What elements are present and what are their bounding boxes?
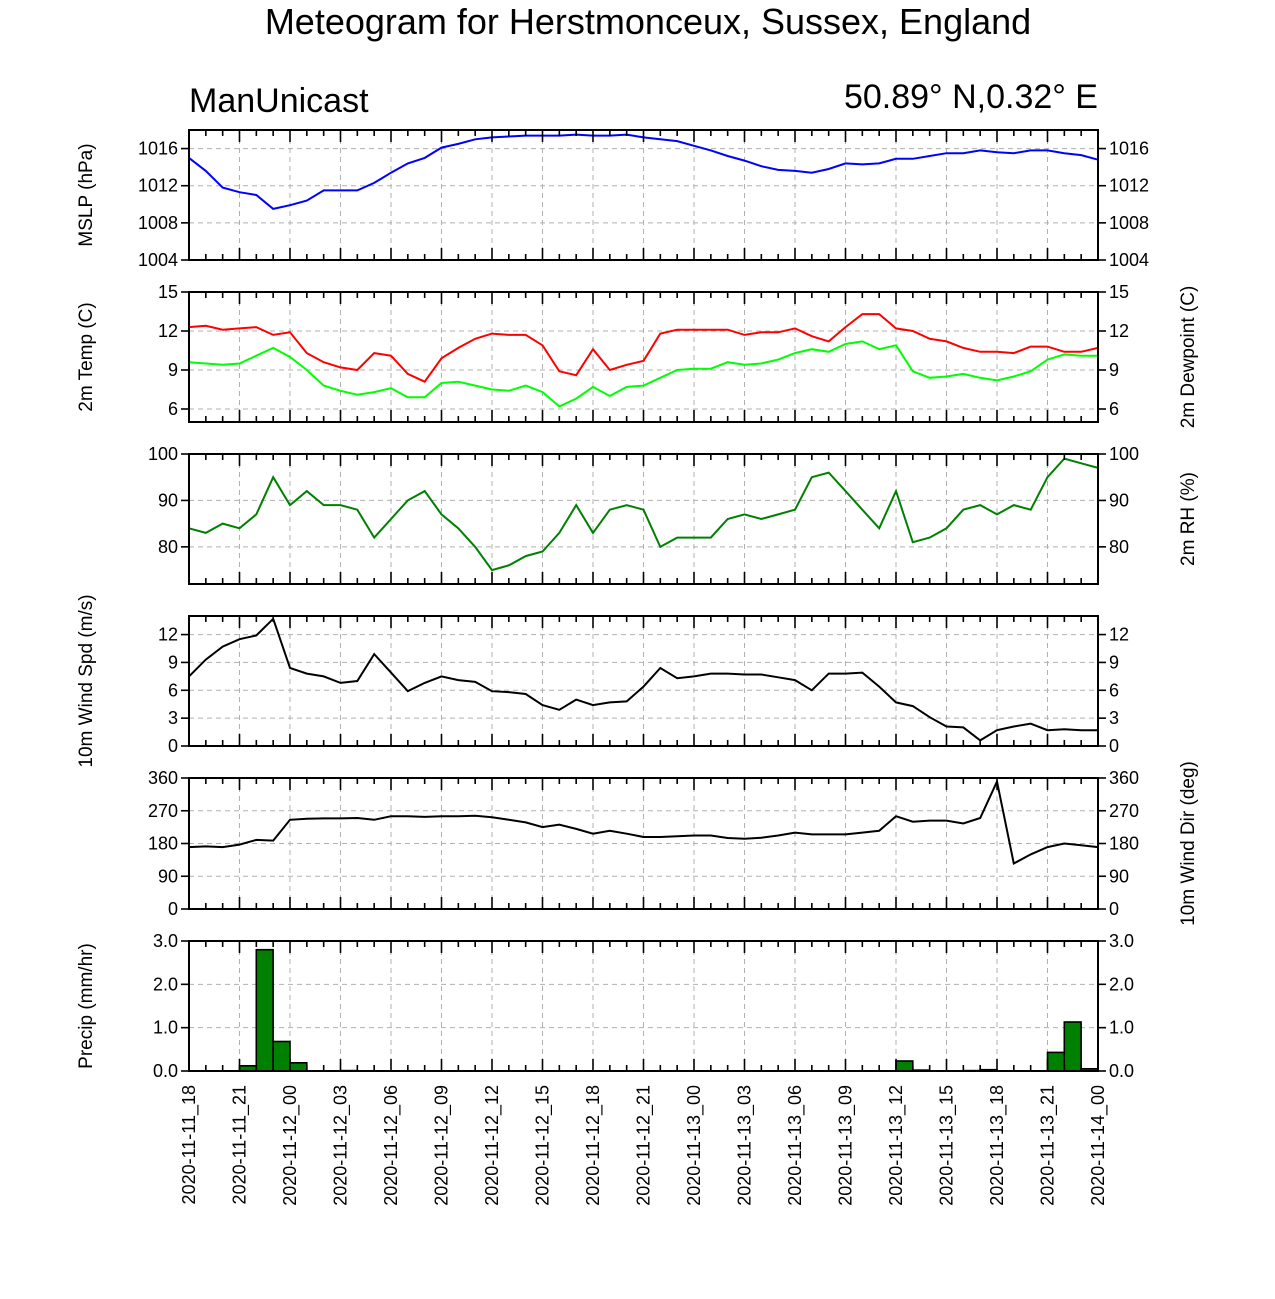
chart-title: Meteogram for Herstmonceux, Sussex, Engl… [265,1,1031,42]
x-tick-label: 2020-11-13_06 [785,1085,806,1206]
x-tick-label: 2020-11-11_21 [230,1085,251,1204]
x-tick-label: 2020-11-11_18 [179,1085,200,1204]
y-tick-label: 1.0 [153,1018,178,1038]
y-tick-label: 0.0 [153,1061,178,1081]
panel-temp: 6 6 9 9 12 12 15 15 2m Temp (C) 2m Dewpoint (C) [76,282,1199,428]
y-tick-label: 90 [158,866,178,886]
y-tick-label-right: 180 [1109,834,1139,854]
panel-wdir: 0 0 90 90 180 180 270 270 360 360 10m Wind Dir (de… [148,761,1199,926]
y-tick-label: 2.0 [153,974,178,994]
panel-wspd: 0 0 3 3 6 6 9 9 12 12 10m Wind Spd (m/s) [76,594,1129,767]
panel-mslp: 1004 1004 1008 1008 1012 1012 1016 1016 MSLP (hP… [76,129,1149,270]
y-tick-label: 9 [168,360,178,380]
panels: 1004 1004 1008 1008 1012 1012 1016 1016 MSLP (hP… [76,129,1199,1206]
y-tick-label-right: 90 [1109,866,1129,886]
y-tick-label: 1004 [138,250,178,270]
x-tick-label: 2020-11-13_12 [886,1085,907,1206]
y-tick-label: 6 [168,399,178,419]
y-tick-label-right: 1016 [1109,139,1149,159]
y-tick-label-right: 12 [1109,625,1129,645]
y-tick-label-right: 9 [1109,652,1119,672]
y-tick-label-right: 2.0 [1109,974,1134,994]
y-axis-title-left: 10m Wind Spd (m/s) [76,594,97,767]
y-tick-label-right: 0 [1109,899,1119,919]
series-line-wdir-0 [188,778,1099,866]
x-tick-label: 2020-11-12_00 [280,1085,301,1206]
y-tick-label: 6 [168,680,178,700]
series-line-rh-0 [188,457,1099,572]
x-tick-label: 2020-11-13_21 [1038,1085,1059,1206]
y-tick-label-right: 1012 [1109,176,1149,196]
y-tick-label-right: 9 [1109,360,1119,380]
x-tick-label: 2020-11-12_09 [432,1085,453,1206]
y-tick-label-right: 1.0 [1109,1018,1134,1038]
x-tick-label: 2020-11-13_18 [987,1085,1008,1206]
x-tick-label: 2020-11-12_06 [381,1085,402,1206]
precip-bar [255,948,274,1072]
y-tick-label-right: 1004 [1109,250,1149,270]
y-tick-label-right: 12 [1109,321,1129,341]
x-tick-label: 2020-11-14_00 [1088,1085,1109,1206]
y-tick-label-right: 3.0 [1109,931,1134,951]
y-tick-label: 100 [148,444,178,464]
y-tick-label: 12 [158,321,178,341]
x-tick-label: 2020-11-12_12 [482,1085,503,1206]
y-tick-label-right: 6 [1109,680,1119,700]
location-label: 50.89° N,0.32° E [844,78,1098,116]
y-tick-label: 180 [148,834,178,854]
y-tick-label: 1016 [138,139,178,159]
y-axis-title-right: 10m Wind Dir (deg) [1178,761,1199,926]
x-tick-label: 2020-11-13_15 [937,1085,958,1206]
y-tick-label: 1012 [138,176,178,196]
x-tick-label: 2020-11-12_18 [583,1085,604,1206]
y-tick-label-right: 90 [1109,490,1129,510]
y-tick-label: 15 [158,282,178,302]
y-tick-label-right: 6 [1109,399,1119,419]
y-tick-label: 80 [158,537,178,557]
x-tick-label: 2020-11-12_15 [533,1085,554,1206]
y-tick-label-right: 360 [1109,768,1139,788]
precip-bar [289,1062,308,1072]
y-tick-label: 12 [158,625,178,645]
y-tick-label: 0 [168,736,178,756]
y-axis-title-left: 2m Temp (C) [76,302,97,411]
y-axis-title-left: MSLP (hPa) [76,143,97,246]
y-tick-label: 360 [148,768,178,788]
precip-bar [1063,1021,1082,1072]
y-tick-label-right: 1008 [1109,213,1149,233]
y-tick-label: 3 [168,708,178,728]
y-tick-label: 90 [158,490,178,510]
precip-bar [272,1040,291,1072]
panel-rh: 80 80 90 90 100 100 2m RH (%) [148,444,1199,585]
series-line-wspd-0 [188,616,1098,742]
y-axis-title-left: Precip (mm/hr) [76,943,97,1069]
y-tick-label-right: 270 [1109,801,1139,821]
y-tick-label: 3.0 [153,931,178,951]
y-axis-title-right: 2m Dewpoint (C) [1178,286,1199,429]
x-tick-label: 2020-11-13_00 [684,1085,705,1206]
y-tick-label: 270 [148,801,178,821]
y-axis-title-right: 2m RH (%) [1178,472,1199,566]
panel-precip: 0.0 0.0 1.0 1.0 2.0 2.0 3.0 3.0 Precip (mm/hr) [76,931,1134,1081]
y-tick-label: 9 [168,652,178,672]
y-tick-label: 0 [168,899,178,919]
x-tick-label: 2020-11-13_03 [735,1085,756,1206]
series-line-temp-1 [188,340,1098,408]
y-tick-label: 1008 [138,213,178,233]
y-tick-label-right: 0 [1109,736,1119,756]
x-tick-label: 2020-11-13_09 [836,1085,857,1206]
y-tick-label-right: 15 [1109,282,1129,302]
series-line-temp-0 [188,313,1099,383]
precip-bar [895,1060,914,1072]
x-tick-label: 2020-11-12_03 [331,1085,352,1206]
precip-bar [1046,1051,1066,1072]
x-tick-label: 2020-11-12_21 [634,1085,655,1206]
y-tick-label-right: 80 [1109,537,1129,557]
model-label: ManUnicast [189,82,369,120]
y-tick-label-right: 100 [1109,444,1139,464]
y-tick-label-right: 3 [1109,708,1119,728]
y-tick-label-right: 0.0 [1109,1061,1134,1081]
